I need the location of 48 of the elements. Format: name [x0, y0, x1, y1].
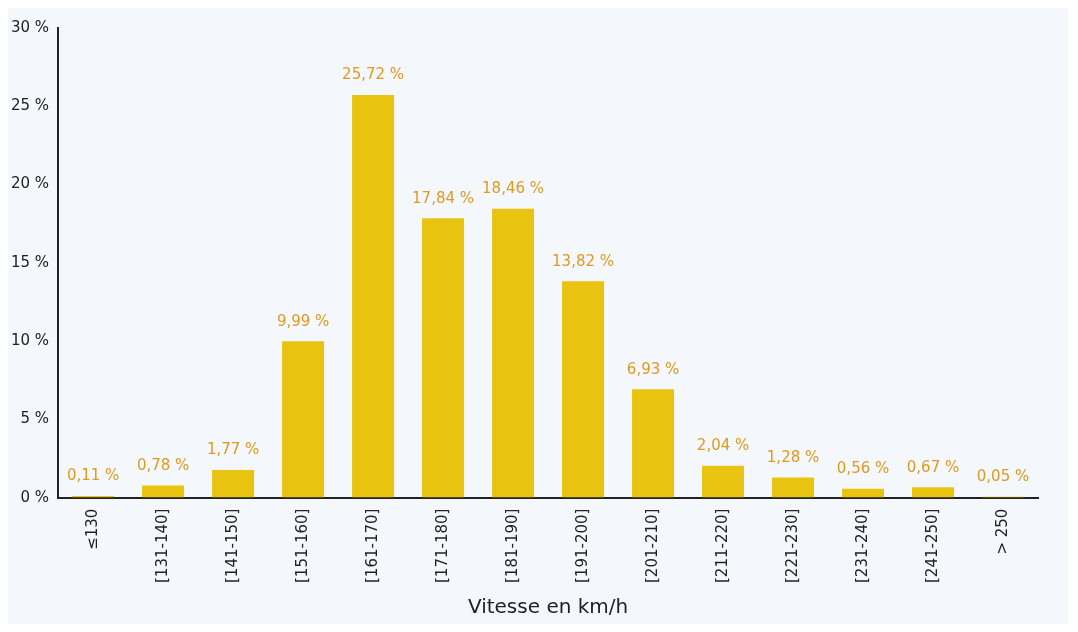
- data-label: 0,05 %: [976, 467, 1030, 486]
- bar: [632, 389, 675, 498]
- bar: [422, 218, 465, 498]
- x-axis-title: Vitesse en km/h: [467, 594, 629, 619]
- x-tick-label: > 250: [992, 508, 1011, 555]
- data-label: 9,99 %: [276, 311, 330, 330]
- x-tick-label: [231-240]: [852, 508, 871, 584]
- bar: [282, 341, 325, 498]
- data-label: 0,56 %: [836, 459, 890, 478]
- data-label: 6,93 %: [626, 359, 680, 378]
- x-tick-label: [241-250]: [922, 508, 941, 584]
- y-tick-label: 15 %: [11, 252, 50, 271]
- data-label: 17,84 %: [412, 188, 475, 207]
- x-tick-label: ≤130: [82, 508, 101, 550]
- y-tick-label: 30 %: [11, 17, 50, 36]
- y-tick-label: 25 %: [11, 96, 50, 115]
- y-tick-label: 20 %: [11, 174, 50, 193]
- y-tick-label: 0 %: [20, 487, 50, 506]
- x-tick-label: [161-170]: [362, 508, 381, 584]
- bar: [842, 488, 885, 498]
- x-tick-label: [151-160]: [292, 508, 311, 584]
- bar: [492, 208, 535, 498]
- data-label: 13,82 %: [552, 251, 615, 270]
- x-tick-label: [171-180]: [432, 508, 451, 584]
- y-tick-label: 10 %: [11, 330, 50, 349]
- bar: [352, 95, 395, 498]
- bar: [562, 281, 605, 498]
- x-tick-label: [211-220]: [712, 508, 731, 584]
- data-label: 0,67 %: [906, 457, 960, 476]
- data-label: 0,78 %: [136, 455, 190, 474]
- bar: [772, 477, 815, 498]
- data-label: 0,11 %: [66, 466, 120, 485]
- data-label: 1,28 %: [766, 447, 820, 466]
- data-label: 1,77 %: [206, 440, 260, 459]
- bar: [912, 487, 955, 498]
- bar: [702, 465, 745, 498]
- data-label: 18,46 %: [482, 179, 545, 198]
- bar: [142, 485, 185, 498]
- x-tick-label: [221-230]: [782, 508, 801, 584]
- data-label: 2,04 %: [696, 436, 750, 455]
- x-tick-label: [191-200]: [572, 508, 591, 584]
- x-tick-label: [141-150]: [222, 508, 241, 584]
- x-tick-label: [181-190]: [502, 508, 521, 584]
- bar: [212, 469, 255, 498]
- x-tick-label: [131-140]: [152, 508, 171, 584]
- data-label: 25,72 %: [342, 65, 405, 84]
- x-tick-label: [201-210]: [642, 508, 661, 584]
- y-tick-label: 5 %: [20, 409, 50, 428]
